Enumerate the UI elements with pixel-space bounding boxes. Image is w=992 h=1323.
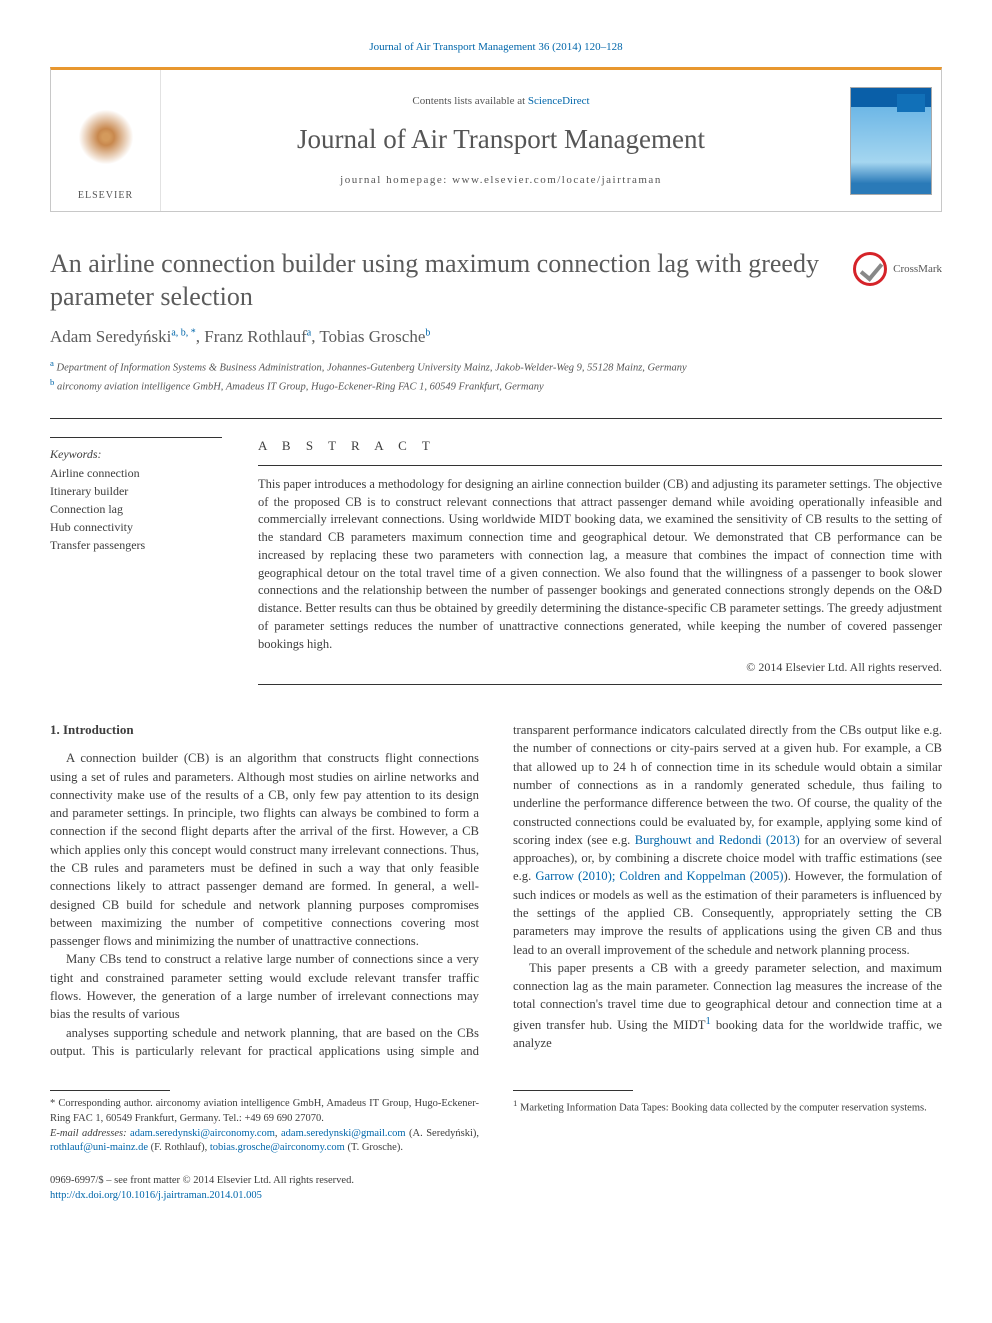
fn1-marker: 1 [513,1098,517,1108]
article-title: An airline connection builder using maxi… [50,248,837,313]
abstract-copyright: © 2014 Elsevier Ltd. All rights reserved… [258,659,942,676]
keyword-item: Hub connectivity [50,518,222,536]
email-who: (F. Rothlauf), [148,1142,210,1153]
journal-cover[interactable] [841,70,941,211]
author-3: Tobias Grosche [319,327,425,346]
body-columns: 1. Introduction A connection builder (CB… [50,721,942,1060]
corresponding-author: * Corresponding author. airconomy aviati… [50,1097,479,1126]
author-3-affil[interactable]: b [425,328,430,339]
contents-line: Contents lists available at ScienceDirec… [171,94,831,109]
affil-b: airconomy aviation intelligence GmbH, Am… [57,382,544,393]
divider [50,418,942,419]
kw-rule [50,437,222,438]
footnote-1: 1 Marketing Information Data Tapes: Book… [513,1097,942,1116]
email-addresses: E-mail addresses: adam.seredynski@aircon… [50,1127,479,1156]
crossmark-label: CrossMark [893,262,942,277]
paragraph: A connection builder (CB) is an algorith… [50,749,479,950]
elsevier-tree-icon [71,105,141,185]
abstract-block: A B S T R A C T This paper introduces a … [258,437,942,695]
abs-rule [258,465,942,466]
fn-rule [513,1090,633,1091]
homepage-url[interactable]: www.elsevier.com/locate/jairtraman [452,174,662,186]
top-citation: Journal of Air Transport Management 36 (… [50,40,942,55]
author-2-affil[interactable]: a [307,328,311,339]
sciencedirect-link[interactable]: ScienceDirect [528,95,590,107]
footnote-col-right: 1 Marketing Information Data Tapes: Book… [513,1090,942,1203]
authors: Adam Seredyńskia, b, *, Franz Rothlaufa,… [50,325,942,349]
email-who: (T. Grosche). [345,1142,403,1153]
keywords-block: Keywords: Airline connection Itinerary b… [50,437,222,695]
keywords-heading: Keywords: [50,446,222,463]
publisher-name: ELSEVIER [78,189,133,203]
affil-a: Department of Information Systems & Busi… [57,363,687,374]
affiliations: a Department of Information Systems & Bu… [50,357,942,396]
author-1-affil[interactable]: a, b, * [171,328,195,339]
doi-link[interactable]: http://dx.doi.org/10.1016/j.jairtraman.2… [50,1190,262,1201]
email-label: E-mail addresses: [50,1128,127,1139]
abstract-text: This paper introduces a methodology for … [258,476,942,654]
footnotes: * Corresponding author. airconomy aviati… [50,1090,942,1203]
keyword-item: Transfer passengers [50,536,222,554]
front-matter: 0969-6997/$ – see front matter © 2014 El… [50,1174,479,1189]
paragraph: This paper presents a CB with a greedy p… [513,959,942,1053]
email-link[interactable]: rothlauf@uni-mainz.de [50,1142,148,1153]
section-heading: 1. Introduction [50,721,479,739]
fn1-text: Marketing Information Data Tapes: Bookin… [520,1103,927,1114]
email-link[interactable]: adam.seredynski@gmail.com [281,1128,406,1139]
affil-b-marker: b [50,377,54,387]
keyword-item: Airline connection [50,464,222,482]
abs-rule-bottom [258,684,942,685]
journal-header: ELSEVIER Contents lists available at Sci… [50,67,942,212]
top-citation-link[interactable]: Journal of Air Transport Management 36 (… [369,41,622,53]
keyword-item: Connection lag [50,500,222,518]
crossmark-icon [853,252,887,286]
paragraph: Many CBs tend to construct a relative la… [50,950,479,1023]
keyword-item: Itinerary builder [50,482,222,500]
header-center: Contents lists available at ScienceDirec… [161,70,841,211]
publisher-logo[interactable]: ELSEVIER [51,70,161,211]
affil-a-marker: a [50,358,54,368]
author-1: Adam Seredyński [50,327,171,346]
email-link[interactable]: tobias.grosche@airconomy.com [210,1142,345,1153]
journal-homepage: journal homepage: www.elsevier.com/locat… [171,173,831,188]
footnote-col-left: * Corresponding author. airconomy aviati… [50,1090,479,1203]
abstract-heading: A B S T R A C T [258,437,942,455]
homepage-label: journal homepage: [340,174,452,186]
citation-link[interactable]: Garrow (2010); Coldren and Koppelman (20… [535,869,783,883]
fn-rule [50,1090,170,1091]
journal-cover-image [850,87,932,195]
footer-block: 0969-6997/$ – see front matter © 2014 El… [50,1174,479,1203]
journal-name: Journal of Air Transport Management [171,121,831,159]
author-2: Franz Rothlauf [204,327,306,346]
citation-link[interactable]: Burghouwt and Redondi (2013) [635,833,800,847]
contents-prefix: Contents lists available at [412,95,527,107]
crossmark[interactable]: CrossMark [853,248,942,286]
email-who: (A. Seredyński), [406,1128,479,1139]
email-link[interactable]: adam.seredynski@airconomy.com [130,1128,275,1139]
